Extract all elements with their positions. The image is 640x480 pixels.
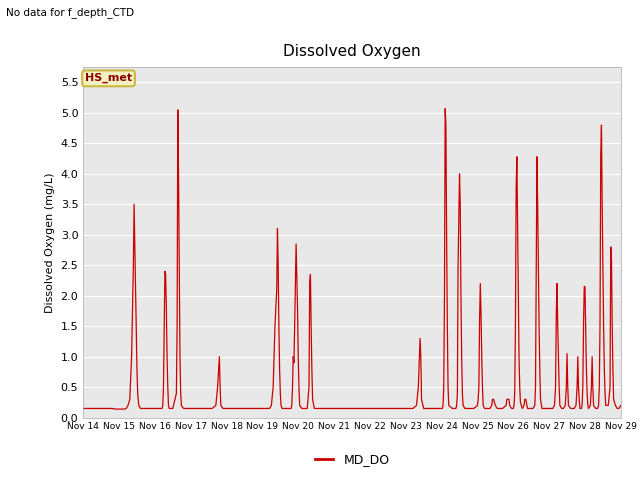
Text: No data for f_depth_CTD: No data for f_depth_CTD	[6, 7, 134, 18]
Y-axis label: Dissolved Oxygen (mg/L): Dissolved Oxygen (mg/L)	[45, 172, 55, 312]
Title: Dissolved Oxygen: Dissolved Oxygen	[283, 44, 421, 59]
Legend: MD_DO: MD_DO	[310, 448, 394, 471]
Text: HS_met: HS_met	[85, 73, 132, 84]
